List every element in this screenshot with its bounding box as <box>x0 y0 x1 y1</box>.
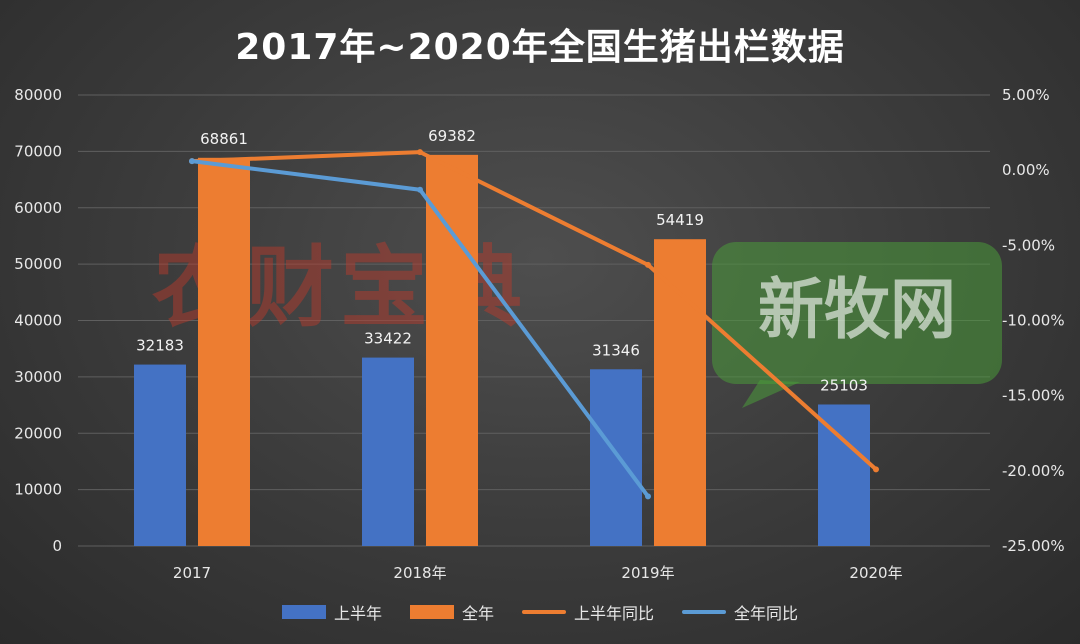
legend-item-full-yoy: 全年同比 <box>682 600 798 624</box>
legend-item-half-year: 上半年 <box>281 600 382 624</box>
x-tick-label: 2019年 <box>621 564 674 582</box>
x-tick-label: 2020年 <box>849 564 902 582</box>
y-tick-label: 10000 <box>14 481 62 499</box>
data-label: 31346 <box>592 341 640 359</box>
data-label: 54419 <box>656 211 704 229</box>
y2-tick-label: -15.00% <box>1002 387 1065 405</box>
data-label: 32183 <box>136 337 184 355</box>
y-tick-label: 50000 <box>14 255 62 273</box>
x-tick-label: 2017 <box>173 564 211 582</box>
data-label: 68861 <box>200 130 248 148</box>
bar-full-year <box>654 239 706 546</box>
data-label: 25103 <box>820 376 868 394</box>
line-half-yoy-point <box>645 261 651 268</box>
y-tick-label: 80000 <box>14 86 62 104</box>
line-full-yoy-point <box>417 186 423 193</box>
y-tick-label: 60000 <box>14 199 62 217</box>
legend-item-half-yoy: 上半年同比 <box>522 600 654 624</box>
legend-swatch-full-year <box>409 605 454 619</box>
legend-label-half-yoy: 上半年同比 <box>574 604 655 623</box>
legend-label-half-year: 上半年 <box>333 604 382 623</box>
x-tick-label: 2018年 <box>393 564 446 582</box>
legend-label-full-yoy: 全年同比 <box>734 604 799 623</box>
line-half-yoy-point <box>417 149 423 156</box>
line-full-yoy-point <box>189 158 195 165</box>
y2-tick-label: -25.00% <box>1002 537 1065 555</box>
bar-full-year <box>198 157 250 546</box>
y2-tick-label: 5.00% <box>1002 86 1050 104</box>
y-tick-label: 30000 <box>14 368 62 386</box>
line-full-yoy-point <box>645 493 651 500</box>
watermark-right-badge <box>712 242 1002 384</box>
legend-label-full-year: 全年 <box>461 604 494 623</box>
y-tick-label: 40000 <box>14 312 62 330</box>
legend-swatch-half-yoy <box>522 610 566 614</box>
bar-half-year <box>590 369 642 546</box>
y2-tick-label: -20.00% <box>1002 462 1065 480</box>
data-label: 69382 <box>428 127 476 145</box>
y-tick-label: 20000 <box>14 424 62 442</box>
y-tick-label: 70000 <box>14 142 62 160</box>
line-half-yoy <box>190 150 878 472</box>
y2-tick-label: 0.00% <box>1002 161 1050 179</box>
watermark-right: 新牧网 <box>758 271 956 348</box>
y-tick-label: 0 <box>52 537 62 555</box>
legend: 上半年 全年 上半年同比 全年同比 <box>0 600 1080 624</box>
bar-half-year <box>362 357 414 546</box>
y2-tick-label: -10.00% <box>1002 312 1065 330</box>
legend-swatch-full-yoy <box>682 610 727 614</box>
bar-half-year <box>818 404 870 546</box>
bar-full-year <box>426 154 478 546</box>
bar-half-year <box>134 364 186 546</box>
legend-item-full-year: 全年 <box>409 600 494 624</box>
chart-title: 2017年~2020年全国生猪出栏数据 <box>235 27 845 68</box>
y2-tick-label: -5.00% <box>1002 236 1055 254</box>
legend-swatch-half-year <box>281 605 326 619</box>
data-label: 33422 <box>364 330 412 348</box>
line-half-yoy-point <box>873 466 879 473</box>
